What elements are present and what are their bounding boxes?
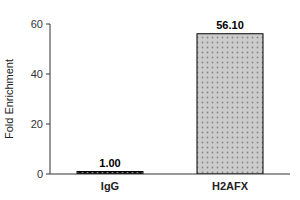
y-tick	[46, 174, 50, 175]
y-axis-label: Fold Enrichment	[3, 59, 15, 139]
chart: 0 20 40 60 IgG H2AFX 1.00 56.10 Fold Enrichment	[0, 0, 300, 200]
x-tick-label: IgG	[101, 180, 119, 192]
bar	[197, 34, 263, 174]
data-label: 1.00	[99, 157, 120, 169]
y-tick	[46, 124, 50, 125]
y-tick-label: 0	[37, 168, 43, 180]
y-axis	[50, 24, 51, 174]
y-tick	[46, 24, 50, 25]
y-tick-label: 60	[31, 18, 43, 30]
x-axis	[50, 174, 290, 175]
y-tick	[46, 74, 50, 75]
data-label: 56.10	[216, 19, 244, 31]
y-tick-label: 20	[31, 118, 43, 130]
bars	[77, 34, 263, 174]
y-tick-label: 40	[31, 68, 43, 80]
x-tick-label: H2AFX	[212, 180, 249, 192]
